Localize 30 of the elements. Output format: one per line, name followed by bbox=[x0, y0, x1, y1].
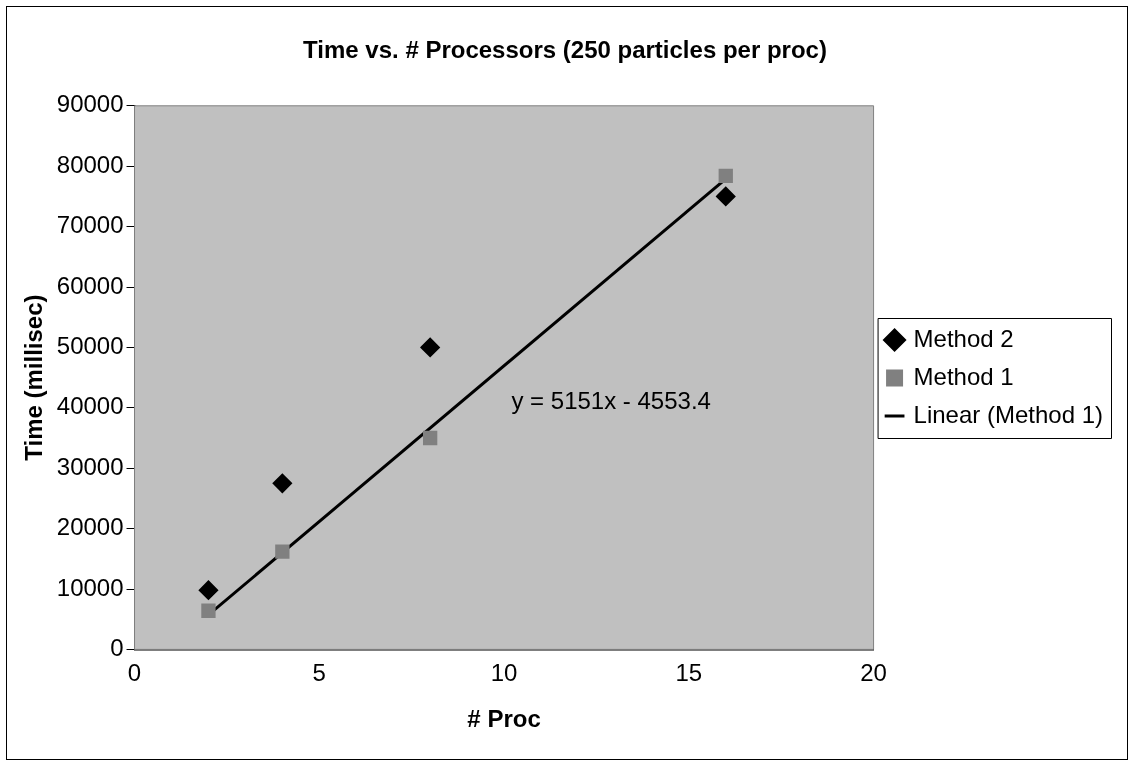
point bbox=[718, 168, 733, 184]
y-tick-label: 20000 bbox=[56, 513, 124, 541]
x-tick-label: 5 bbox=[312, 659, 326, 687]
x-tick-label: 20 bbox=[860, 659, 887, 687]
y-tick-label: 70000 bbox=[56, 211, 124, 239]
legend-label: Linear (Method 1) bbox=[913, 400, 1103, 428]
y-axis-title: Time (millisec) bbox=[20, 294, 48, 461]
y-tick-label: 50000 bbox=[56, 332, 124, 360]
y-tick-label: 90000 bbox=[56, 90, 124, 118]
point bbox=[201, 603, 216, 618]
x-tick-label: 10 bbox=[490, 659, 518, 687]
chart-title: Time vs. # Processors (250 particles per proc) bbox=[303, 36, 827, 64]
point bbox=[716, 186, 736, 206]
legend-label: Method 2 bbox=[913, 324, 1014, 352]
point bbox=[420, 337, 440, 357]
y-tick-label: 60000 bbox=[56, 271, 124, 299]
y-tick-label: 10000 bbox=[56, 573, 124, 601]
point bbox=[272, 473, 292, 493]
annotation: y = 5151x - 4553.4 bbox=[511, 386, 711, 414]
x-tick-label: 15 bbox=[675, 659, 703, 687]
y-tick-label: 80000 bbox=[56, 150, 124, 178]
point bbox=[198, 580, 218, 600]
point bbox=[275, 544, 290, 559]
point bbox=[422, 430, 438, 446]
legend-label: Method 1 bbox=[913, 362, 1014, 390]
y-tick-label: 40000 bbox=[56, 392, 124, 420]
y-tick-label: 30000 bbox=[56, 452, 124, 480]
x-tick-label: 0 bbox=[127, 659, 142, 687]
x-axis-title: # Proc bbox=[467, 705, 541, 733]
y-tick-label: 0 bbox=[110, 634, 124, 662]
